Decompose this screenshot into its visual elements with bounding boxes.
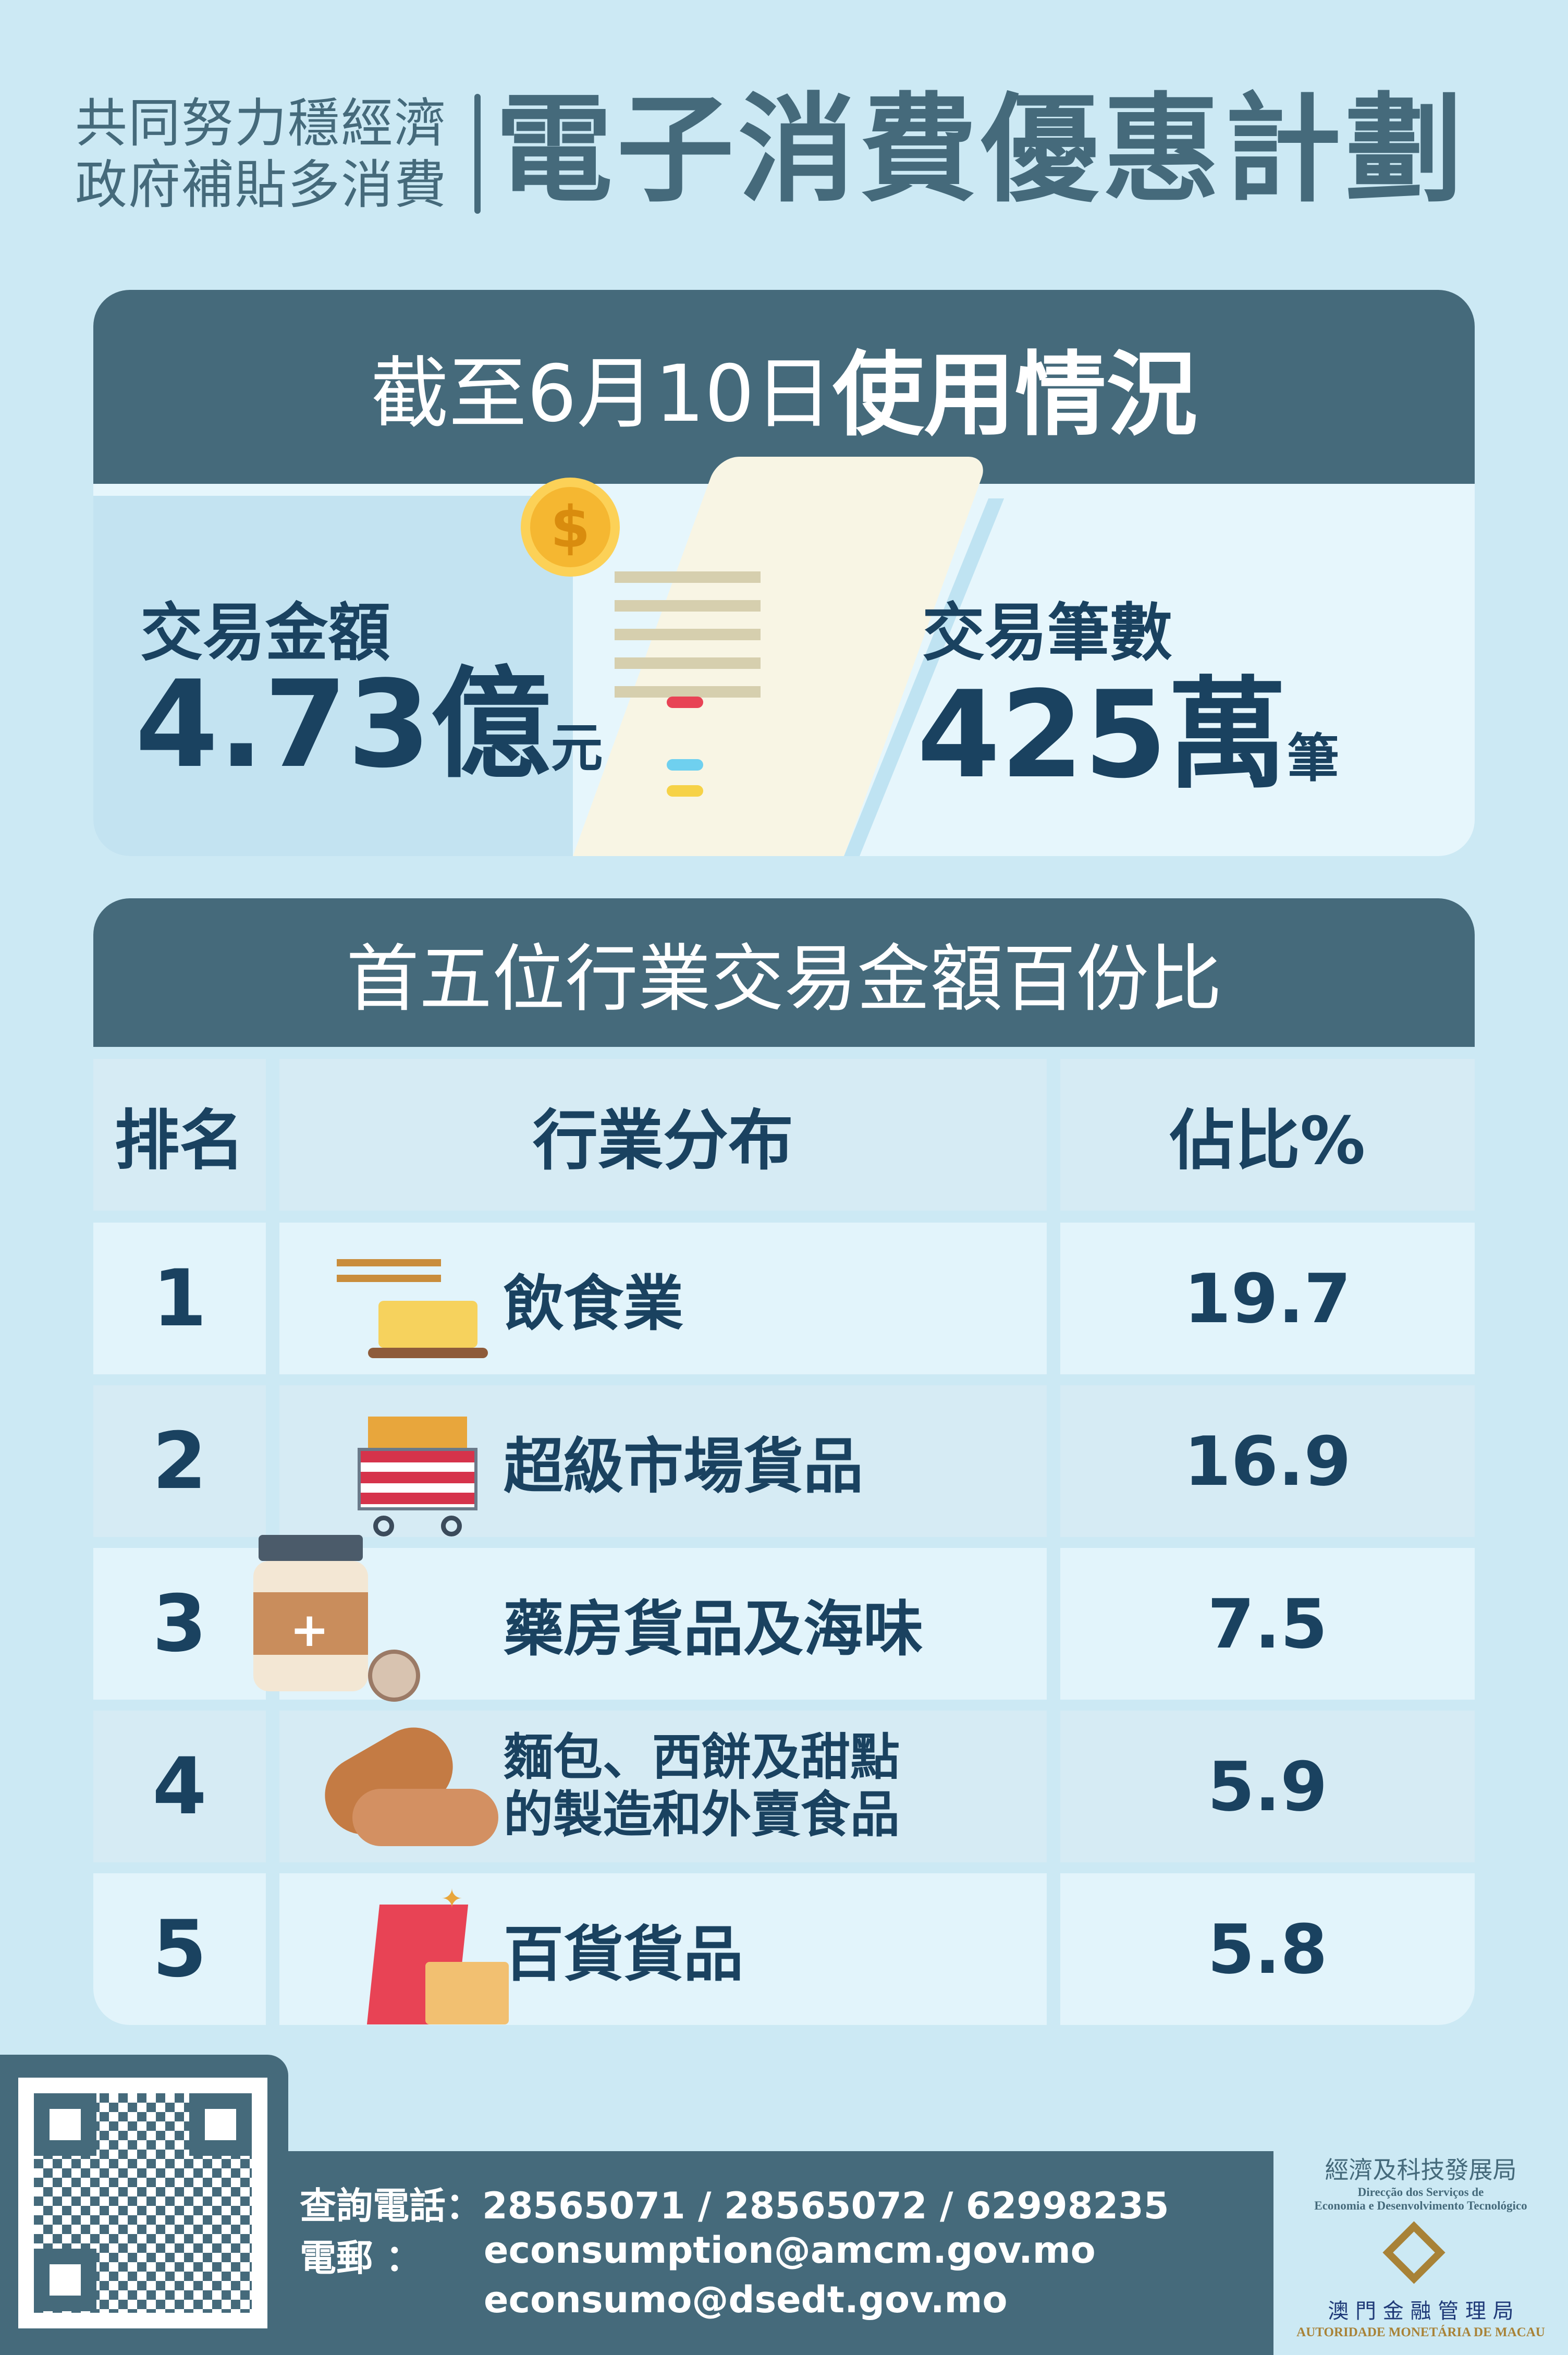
rank-cell: 2 [93, 1385, 266, 1537]
subtitle-line-1: 共同努力穩經濟 [75, 93, 447, 154]
email-link-2[interactable]: econsumo@dsedt.gov.mo [484, 2278, 1008, 2321]
dsedt-logo: 經濟及科技發展局 Direcção dos Serviços de Econom… [1273, 2151, 1568, 2213]
percent-cell: 5.9 [1060, 1711, 1475, 1862]
food-icon [321, 1223, 504, 1379]
count-number: 425萬 [917, 666, 1288, 805]
industry-cell: 麵包、西餅及甜點 的製造和外賣食品 [279, 1711, 1047, 1862]
percent-cell: 7.5 [1060, 1548, 1475, 1700]
phone-row: 查詢電話：28565071 / 28565072 / 62998235 [300, 2177, 1169, 2229]
industry-name: 百貨貨品 [504, 1919, 744, 1990]
percent-cell: 5.8 [1060, 1873, 1475, 2025]
industry-name: 飲食業 [504, 1268, 684, 1339]
amcm-name-pt: AUTORIDADE MONETÁRIA DE MACAU [1296, 2325, 1545, 2339]
receipt-mark-yellow [667, 785, 703, 797]
count-unit: 筆 [1287, 728, 1340, 789]
dsedt-name-pt-2: Economia e Desenvolvimento Tecnológico [1314, 2199, 1527, 2212]
receipt-mark-red [667, 697, 703, 708]
amount-number: 4.73億 [135, 655, 551, 795]
page-title: 電子消費優惠計劃 [495, 82, 1467, 218]
rank-cell: 4 [93, 1711, 266, 1862]
shopping-bag-icon: ✦ [321, 1873, 509, 2030]
amount-unit: 元 [550, 717, 603, 778]
qr-code[interactable] [18, 2078, 267, 2328]
industry-name-line-2: 的製造和外賣食品 [504, 1786, 900, 1844]
usage-title: 使用情況 [832, 342, 1198, 448]
column-header-percent: 佔比% [1060, 1059, 1475, 1211]
ranking-header: 首五位行業交易金額百份比 [93, 898, 1475, 1047]
amount-panel [93, 496, 573, 856]
industry-cell: 超級市場貨品 [279, 1385, 1047, 1537]
medicine-icon: + [253, 1535, 441, 1702]
header-divider [474, 94, 481, 214]
count-label: 交易筆數 [922, 597, 1172, 669]
bread-icon [310, 1711, 504, 1867]
receipt-mark-blue [667, 759, 703, 771]
coin-icon: $ [521, 478, 620, 577]
percent-cell: 16.9 [1060, 1385, 1475, 1537]
email-link-1[interactable]: econsumption@amcm.gov.mo [484, 2229, 1096, 2272]
industry-name: 超級市場貨品 [504, 1431, 864, 1502]
usage-card: 截至6月10日 使用情況 交易金額 4.73億元 $ 交易筆數 425萬筆 [93, 290, 1475, 856]
amount-value: 4.73億元 [135, 665, 603, 785]
industry-name-line-1: 麵包、西餅及甜點 [504, 1729, 900, 1787]
rank-cell: 1 [93, 1223, 266, 1374]
amcm-name-zh: 澳 門 金 融 管 理 局 [1328, 2299, 1514, 2323]
amcm-emblem-icon [1382, 2221, 1446, 2284]
subtitle-line-2: 政府補貼多消費 [75, 154, 447, 215]
amount-label: 交易金額 [140, 597, 390, 669]
count-value: 425萬筆 [917, 676, 1339, 796]
email-label: 電郵 ： [300, 2237, 422, 2279]
column-header-industry: 行業分布 [279, 1059, 1047, 1211]
industry-cell: + 藥房貨品及海味 [253, 1535, 1047, 1702]
receipt-lines [615, 571, 761, 712]
industry-cell: 飲食業 [279, 1223, 1047, 1374]
industry-cell: ✦ 百貨貨品 [279, 1873, 1047, 2025]
column-header-rank: 排名 [93, 1059, 266, 1211]
phone-label: 查詢電話： [300, 2185, 482, 2227]
rank-cell: 5 [93, 1873, 266, 2025]
usage-title-date: 截至6月10日 [370, 348, 833, 440]
usage-header: 截至6月10日 使用情況 [93, 290, 1475, 484]
dsedt-name-pt-1: Direcção dos Serviços de [1357, 2186, 1484, 2199]
phone-numbers[interactable]: 28565071 / 28565072 / 62998235 [482, 2185, 1169, 2227]
percent-cell: 19.7 [1060, 1223, 1475, 1374]
shopping-cart-icon [321, 1385, 504, 1542]
rank-cell: 3 [93, 1548, 266, 1700]
industry-name: 藥房貨品及海味 [504, 1594, 924, 1664]
dsedt-name-zh: 經濟及科技發展局 [1325, 2156, 1517, 2184]
